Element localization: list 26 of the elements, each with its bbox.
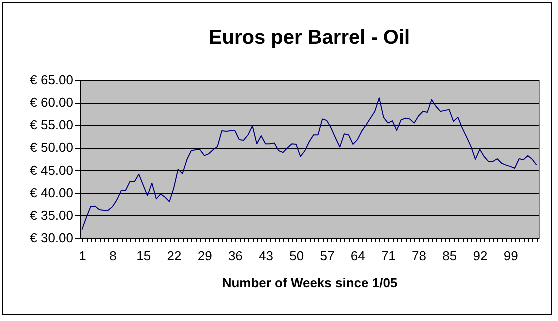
y-tick-label: € 55.00 bbox=[30, 118, 74, 133]
x-axis-title: Number of Weeks since 1/05 bbox=[222, 276, 398, 290]
x-tick-label: 15 bbox=[136, 248, 152, 264]
x-tick-label: 8 bbox=[110, 248, 117, 264]
x-tick-label: 57 bbox=[320, 248, 335, 264]
y-tick-label: € 65.00 bbox=[30, 72, 74, 88]
line-series bbox=[82, 98, 538, 230]
y-tick-label: € 60.00 bbox=[30, 95, 74, 110]
x-tick-label: 29 bbox=[198, 248, 212, 264]
x-tick-label: 1 bbox=[79, 248, 86, 264]
x-tick-label: 36 bbox=[228, 248, 243, 264]
x-tick-label: 43 bbox=[259, 248, 274, 264]
y-tick-label: € 50.00 bbox=[30, 140, 74, 156]
x-tick-label: 71 bbox=[381, 248, 396, 264]
chart-title: Euros per Barrel - Oil bbox=[208, 27, 410, 49]
y-tick-label: € 30.00 bbox=[30, 230, 74, 246]
y-tick-label: € 40.00 bbox=[30, 185, 74, 200]
x-tick-label: 99 bbox=[504, 248, 518, 264]
x-tick-label: 85 bbox=[442, 248, 458, 264]
x-tick-label: 64 bbox=[350, 248, 366, 264]
x-tick-label: 92 bbox=[473, 248, 488, 264]
x-tick-label: 50 bbox=[290, 248, 304, 264]
y-tick-label: € 35.00 bbox=[30, 208, 74, 223]
y-tick-label: € 45.00 bbox=[30, 162, 74, 178]
x-tick-label: 78 bbox=[412, 248, 427, 264]
x-tick-label: 22 bbox=[167, 248, 182, 264]
